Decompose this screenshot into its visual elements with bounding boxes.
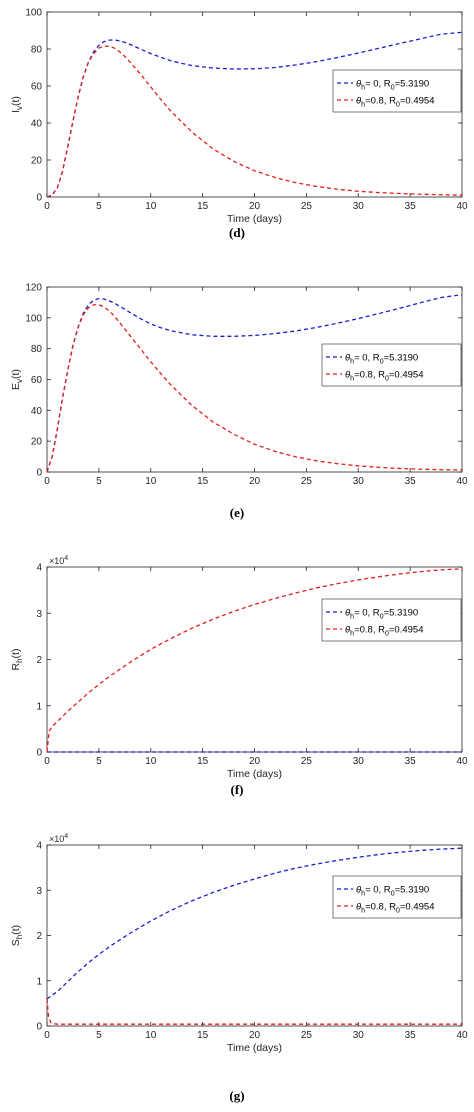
legend-box: [321, 598, 462, 642]
legend-entry: θh= 0, R0=5.3190: [356, 885, 429, 898]
legend: θh= 0, R0=5.3190 θh=0.8, R0=0.4954: [332, 875, 462, 919]
x-tick-label: 5: [96, 476, 102, 487]
plot-area: [46, 566, 463, 753]
x-tick-label: 35: [405, 476, 417, 487]
chart-panel: 0 5 10 15 20 25 30 35 40 0 1 2 3 4 ×104 Time (days) Rh(t…: [10, 555, 468, 797]
x-tick-label: 0: [44, 756, 50, 767]
series-line: [46, 847, 463, 1000]
y-tick-label: 3: [36, 886, 42, 897]
y-tick-label: 0: [36, 748, 42, 759]
y-tick-label: 20: [31, 437, 43, 448]
y-tick-label: 0: [36, 193, 42, 204]
x-tick-label: 20: [249, 1030, 261, 1041]
legend: θh= 0, R0=5.3190 θh=0.8, R0=0.4954: [332, 69, 462, 113]
x-tick-label: 10: [145, 756, 157, 767]
x-tick-label: 35: [405, 1030, 417, 1041]
y-axis-label: Sh(t): [10, 925, 24, 946]
x-axis-label: Time (days): [227, 1042, 282, 1054]
series-line: [46, 45, 463, 198]
y-tick-label: 100: [25, 8, 42, 19]
x-tick-label: 40: [456, 201, 468, 212]
x-tick-label: 40: [456, 756, 468, 767]
x-tick-label: 5: [96, 201, 102, 212]
y-exponent-label: ×104: [49, 833, 68, 844]
y-tick-label: 0: [36, 1022, 42, 1033]
legend-entry: θh= 0, R0=5.3190: [356, 79, 429, 92]
x-tick-label: 30: [353, 1030, 365, 1041]
legend-entry: θh=0.8, R0=0.4954: [345, 625, 423, 638]
x-tick-label: 10: [145, 201, 157, 212]
x-axis-label: Time (days): [227, 768, 282, 780]
legend-entry: θh= 0, R0=5.3190: [345, 608, 418, 621]
y-tick-label: 1: [36, 701, 42, 712]
y-axis-label: Ev(t): [10, 369, 24, 390]
y-axis-label: Iv(t): [10, 96, 24, 113]
y-axis-label: Rh(t): [10, 649, 24, 671]
x-tick-label: 35: [405, 201, 417, 212]
legend-box: [332, 875, 462, 919]
x-tick-label: 20: [249, 756, 261, 767]
legend-box: [332, 69, 462, 113]
y-tick-label: 20: [31, 156, 43, 167]
y-tick-label: 3: [36, 609, 42, 620]
panel-caption: (d): [229, 225, 245, 240]
x-tick-label: 30: [353, 756, 365, 767]
x-tick-label: 5: [96, 756, 102, 767]
x-tick-label: 25: [301, 476, 313, 487]
y-tick-label: 60: [31, 82, 43, 93]
panel-caption: (g): [229, 1088, 244, 1103]
x-tick-label: 0: [44, 1030, 50, 1041]
chart-panel: 0 5 10 15 20 25 30 35 40 0 1 2 3 4 ×104 Time (days) Sh(t…: [10, 833, 468, 1103]
x-tick-label: 15: [197, 756, 209, 767]
y-tick-label: 2: [36, 655, 42, 666]
x-axis-label: Time (days): [227, 213, 282, 225]
x-tick-label: 15: [197, 201, 209, 212]
legend-entry: θh=0.8, R0=0.4954: [345, 370, 423, 383]
x-tick-label: 0: [44, 201, 50, 212]
x-tick-label: 30: [353, 201, 365, 212]
y-tick-label: 4: [36, 841, 42, 852]
x-tick-label: 20: [249, 201, 261, 212]
y-tick-label: 2: [36, 931, 42, 942]
x-tick-label: 10: [145, 1030, 157, 1041]
y-tick-label: 40: [31, 406, 43, 417]
legend: θh= 0, R0=5.3190 θh=0.8, R0=0.4954: [321, 343, 462, 387]
y-tick-label: 80: [31, 344, 43, 355]
legend-entry: θh=0.8, R0=0.4954: [356, 96, 434, 109]
y-tick-label: 60: [31, 375, 43, 386]
y-tick-label: 1: [36, 976, 42, 987]
y-exponent-label: ×104: [49, 555, 68, 566]
x-tick-label: 0: [44, 476, 50, 487]
series-line: [46, 568, 463, 753]
legend-entry: θh= 0, R0=5.3190: [345, 353, 418, 366]
y-tick-label: 40: [31, 119, 43, 130]
y-tick-label: 0: [36, 468, 42, 479]
x-tick-label: 25: [301, 1030, 313, 1041]
y-tick-label: 4: [36, 563, 42, 574]
panel-caption: (e): [230, 505, 244, 520]
x-tick-label: 15: [197, 476, 209, 487]
legend-entry: θh=0.8, R0=0.4954: [356, 902, 434, 915]
legend-box: [321, 343, 462, 387]
legend: θh= 0, R0=5.3190 θh=0.8, R0=0.4954: [321, 598, 462, 642]
x-tick-label: 25: [301, 201, 313, 212]
y-tick-label: 100: [25, 313, 42, 324]
x-tick-label: 35: [405, 756, 417, 767]
x-tick-label: 5: [96, 1030, 102, 1041]
chart-panel: 0 5 10 15 20 25 30 35 40 0 20 40 60 80 100 Time (days) I…: [10, 8, 468, 241]
x-tick-label: 40: [456, 1030, 468, 1041]
y-tick-label: 80: [31, 45, 43, 56]
x-tick-label: 20: [249, 476, 261, 487]
x-tick-label: 10: [145, 476, 157, 487]
chart-panel: 0 5 10 15 20 25 30 35 40 0 20 40 60 80 100 120 Ev(t) θh= …: [10, 283, 468, 521]
series-line: [46, 294, 463, 473]
x-tick-label: 25: [301, 756, 313, 767]
plot-area: [46, 844, 463, 1027]
x-tick-label: 30: [353, 476, 365, 487]
y-tick-label: 120: [25, 283, 42, 294]
x-tick-label: 40: [456, 476, 468, 487]
panel-caption: (f): [231, 782, 244, 797]
x-tick-label: 15: [197, 1030, 209, 1041]
